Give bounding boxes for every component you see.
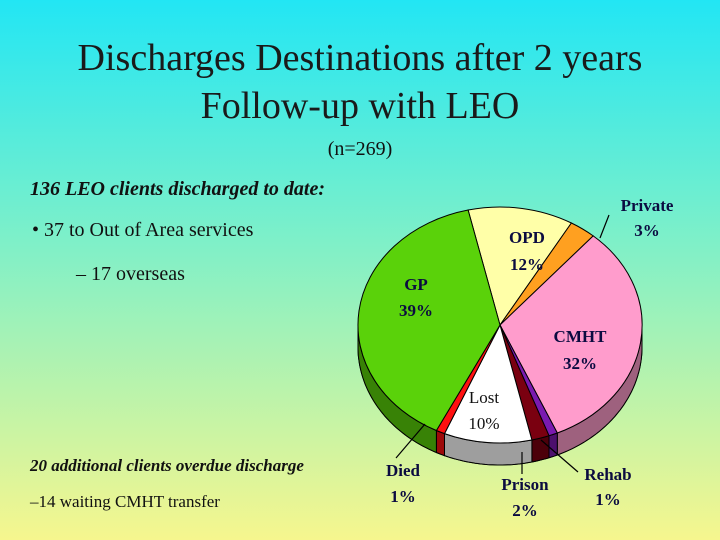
label-value-prison: 2% [512,501,538,520]
label-value-cmht: 32% [563,354,597,373]
leader-line-rehab [540,439,579,473]
pie-slice-cmht [499,235,643,434]
label-name-opd: OPD [509,228,545,247]
label-value-lost: 10% [468,414,499,433]
label-value-died: 1% [390,487,416,506]
label-value-gp: 39% [399,301,433,320]
chart-title: Discharges Destinations after 2 years Fo… [0,34,720,130]
label-name-cmht: CMHT [554,327,608,346]
label-name-prison: Prison [501,475,549,494]
pie-side-died [435,429,445,457]
pie-top [357,206,643,444]
label-name-died: Died [386,461,421,480]
waiting-cmht-subbullet: –14 waiting CMHT transfer [30,492,220,511]
label-name-rehab: Rehab [584,465,631,484]
sample-size: (n=269) [327,138,393,160]
label-name-lost: Lost [469,388,500,407]
slice-labels: OPD 12% Private 3% CMHT 32% Rehab 1% Prison 2% Los… [386,196,674,520]
pie-slice-opd [467,206,573,327]
title-line-1: Discharges Destinations after 2 years [77,37,643,79]
pie-slice-gp [357,209,501,432]
label-value-private: 3% [634,221,660,240]
label-name-gp: GP [404,275,428,294]
label-value-rehab: 1% [595,490,621,509]
label-value-opd: 12% [510,255,544,274]
leader-line-died [395,423,426,459]
leader-line-private [599,214,610,239]
out-of-area-bullet: • 37 to Out of Area services [32,219,254,241]
pie-slice-lost [443,323,533,444]
pie-side-rehab [548,432,558,459]
leader-lines [395,214,610,474]
discharged-heading: 136 LEO clients discharged to date: [30,178,325,200]
overseas-subbullet: – 17 overseas [76,263,185,285]
overdue-heading: 20 additional clients overdue discharge [30,456,304,475]
title-line-2: Follow-up with LEO [200,85,520,127]
label-name-private: Private [621,196,674,215]
